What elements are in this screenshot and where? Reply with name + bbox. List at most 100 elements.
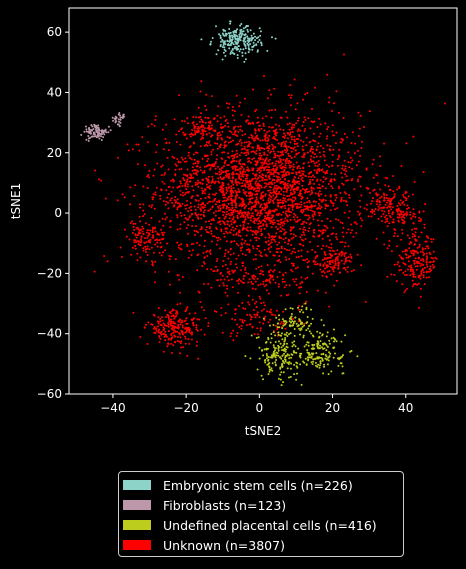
data-point [416, 246, 419, 249]
data-point [163, 173, 166, 176]
data-point [285, 146, 288, 149]
data-point [317, 343, 320, 345]
data-point [270, 181, 273, 184]
data-point [398, 214, 401, 217]
data-point [189, 135, 192, 138]
data-point [324, 172, 327, 175]
data-point [234, 318, 237, 321]
data-point [216, 172, 219, 175]
data-point [324, 229, 327, 232]
data-point [240, 144, 243, 147]
data-point [246, 243, 249, 246]
data-point [243, 211, 246, 214]
data-point [166, 242, 169, 245]
data-point [286, 249, 288, 251]
data-point [241, 320, 244, 323]
data-point [222, 205, 225, 208]
data-point [171, 324, 174, 327]
data-point [231, 34, 233, 37]
data-point [206, 144, 209, 147]
data-point [190, 177, 193, 179]
data-point [274, 154, 277, 157]
data-point [276, 139, 278, 141]
data-point [396, 216, 399, 219]
data-point [388, 222, 391, 225]
data-point [202, 211, 205, 214]
data-point [282, 153, 285, 156]
data-point [161, 233, 164, 236]
data-point [390, 208, 393, 211]
data-point [275, 192, 278, 195]
data-point [222, 190, 225, 193]
data-point [160, 188, 163, 191]
data-point [322, 153, 325, 156]
data-point [140, 228, 142, 231]
data-point [87, 135, 90, 137]
data-point [210, 95, 213, 98]
data-point [239, 235, 242, 238]
data-point [202, 137, 205, 140]
data-point [213, 117, 216, 120]
data-point [302, 208, 305, 211]
data-point [331, 164, 334, 167]
data-point [181, 326, 184, 329]
data-point [232, 216, 235, 219]
data-point [114, 118, 117, 121]
data-point [280, 116, 283, 119]
data-point [195, 165, 198, 168]
data-point [291, 203, 294, 206]
data-point [197, 129, 200, 132]
data-point [270, 192, 273, 194]
data-point [146, 141, 149, 144]
data-point [227, 152, 230, 155]
data-point [205, 177, 208, 180]
data-point [382, 231, 385, 234]
data-point [169, 226, 172, 229]
data-point [98, 178, 101, 181]
data-point [349, 161, 352, 164]
data-point [419, 264, 422, 267]
data-point [136, 259, 139, 262]
data-point [393, 195, 396, 198]
data-point [417, 235, 420, 238]
data-point [177, 323, 180, 326]
data-point [242, 48, 245, 51]
data-point [227, 206, 230, 209]
data-point [313, 210, 316, 213]
data-point [185, 227, 188, 229]
data-point [404, 289, 407, 292]
data-point [422, 210, 425, 213]
data-point [215, 260, 218, 262]
data-point [283, 358, 286, 361]
data-point [288, 195, 291, 197]
data-point [386, 225, 389, 228]
data-point [391, 206, 394, 209]
data-point [413, 243, 416, 246]
data-point [205, 183, 208, 186]
data-point [186, 354, 189, 357]
data-point [208, 225, 211, 228]
data-point [261, 164, 264, 167]
data-point [228, 173, 231, 176]
data-point [172, 344, 175, 347]
data-point [308, 227, 311, 230]
data-point [279, 373, 282, 376]
data-point [342, 226, 345, 229]
data-point [343, 266, 346, 269]
data-point [355, 232, 358, 234]
data-point [314, 164, 317, 167]
legend: Embryonic stem cells (n=226) Fibroblasts… [118, 471, 404, 557]
data-point [382, 213, 385, 216]
data-point [154, 239, 157, 242]
data-point [236, 184, 238, 186]
data-point [356, 180, 359, 183]
data-point [381, 220, 383, 223]
data-point [255, 229, 257, 232]
data-point [215, 192, 218, 195]
data-point [160, 316, 163, 319]
data-point [157, 331, 160, 334]
data-point [370, 215, 373, 218]
data-point [254, 110, 256, 113]
data-point [412, 135, 415, 138]
data-point [188, 250, 191, 252]
